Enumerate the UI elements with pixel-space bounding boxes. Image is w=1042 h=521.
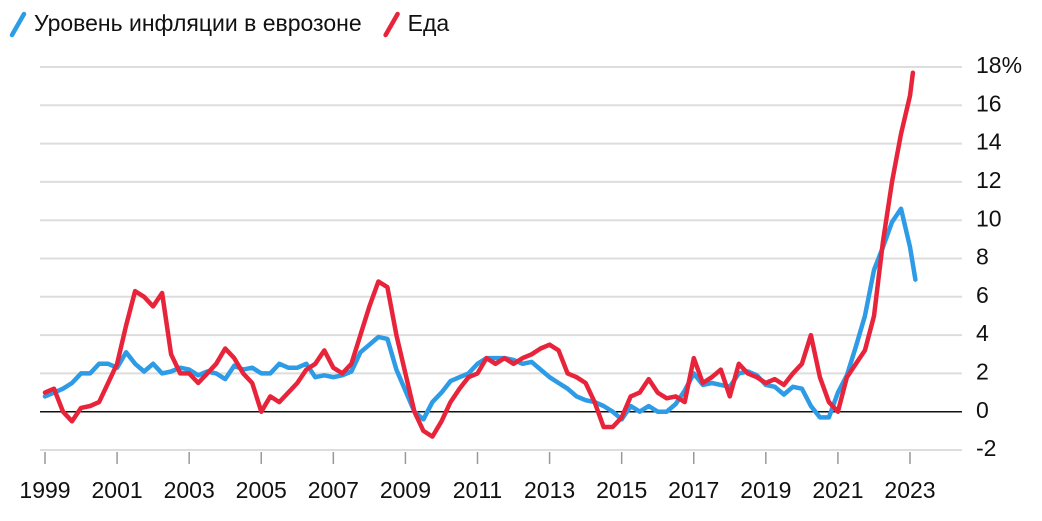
y-tick-label: 4 — [976, 320, 989, 346]
x-tick-label: 2023 — [884, 477, 935, 503]
x-tick-label: 2001 — [91, 477, 142, 503]
y-tick-label: 2 — [976, 358, 989, 384]
x-tick-label: 2005 — [236, 477, 287, 503]
legend-swatch — [383, 11, 400, 38]
y-tick-label: -2 — [976, 435, 996, 461]
y-tick-label: 0 — [976, 397, 989, 423]
y-tick-label: 14 — [976, 129, 1002, 155]
series-line — [42, 206, 918, 422]
x-tick-label: 2021 — [812, 477, 863, 503]
legend-label: Еда — [408, 10, 450, 36]
x-tick-label: 2017 — [668, 477, 719, 503]
series-line — [42, 70, 916, 439]
x-tick-label: 2013 — [524, 477, 575, 503]
x-tick-label: 2019 — [740, 477, 791, 503]
x-tick-label: 2003 — [164, 477, 215, 503]
y-tick-label: 10 — [976, 205, 1002, 231]
y-tick-label: 6 — [976, 282, 989, 308]
y-tick-label: 8 — [976, 244, 989, 270]
x-tick-label: 2007 — [308, 477, 359, 503]
y-tick-label: 12 — [976, 167, 1002, 193]
x-tick-label: 1999 — [19, 477, 70, 503]
x-tick-label: 2015 — [596, 477, 647, 503]
y-tick-label: 16 — [976, 90, 1002, 116]
legend-swatch — [9, 11, 27, 38]
x-tick-label: 2011 — [453, 477, 502, 503]
x-tick-label: 2009 — [380, 477, 431, 503]
y-tick-label: 18% — [976, 52, 1022, 78]
legend-label: Уровень инфляции в еврозоне — [34, 10, 362, 36]
